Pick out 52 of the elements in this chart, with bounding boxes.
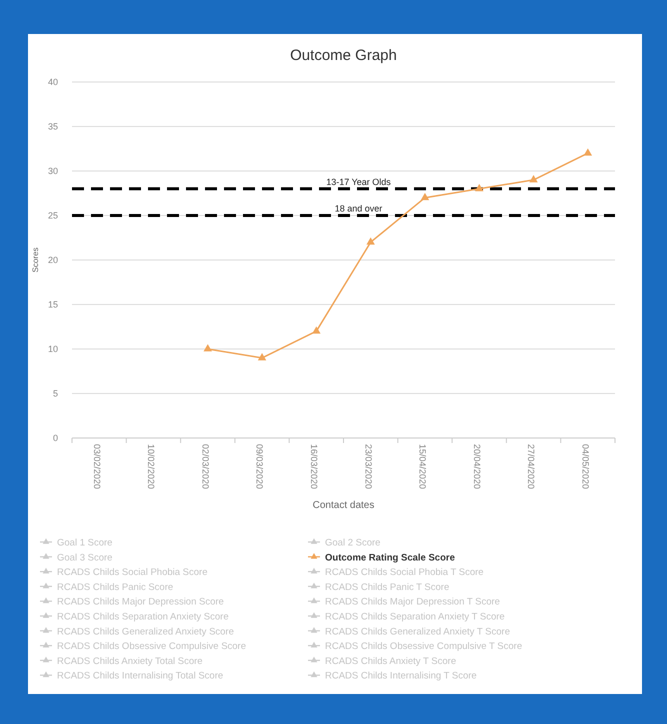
ref-line-label: 13-17 Year Olds — [326, 176, 392, 187]
legend-label: RCADS Childs Panic T Score — [325, 582, 450, 593]
y-tick-label: 5 — [52, 388, 58, 398]
y-tick-label: 25 — [48, 210, 58, 220]
y-tick-label: 40 — [48, 77, 58, 87]
x-tick-label: 23/03/2020 — [363, 444, 374, 490]
legend-label: RCADS Childs Anxiety T Score — [325, 656, 456, 667]
y-tick-label: 10 — [48, 344, 58, 354]
legend-label: Goal 2 Score — [325, 538, 380, 548]
y-tick-label: 35 — [48, 122, 58, 132]
legend-label: RCADS Childs Separation Anxiety Score — [57, 612, 229, 622]
legend-label: RCADS Childs Social Phobia Score — [57, 567, 208, 578]
x-tick-label: 02/03/2020 — [200, 444, 210, 490]
legend-label: RCADS Childs Separation Anxiety T Score — [325, 612, 505, 622]
point — [258, 353, 266, 360]
y-tick-label: 0 — [52, 433, 58, 443]
legend-label: RCADS Childs Major Depression Score — [57, 596, 224, 608]
x-tick-label: 20/04/2020 — [472, 444, 482, 490]
legend-label: RCADS Childs Social Phobia T Score — [325, 567, 484, 578]
point — [204, 344, 212, 352]
x-tick-label: 03/02/2020 — [92, 444, 102, 490]
point — [420, 192, 430, 200]
y-tick-label: 15 — [48, 300, 58, 310]
point — [584, 148, 592, 156]
point — [475, 184, 484, 192]
x-tick-label: 10/02/2020 — [146, 444, 156, 490]
legend-label: Goal 1 Score — [57, 538, 112, 548]
legend-label: RCADS Childs Generalized Anxiety Score — [57, 626, 234, 638]
chart-title: Outcome Graph — [290, 47, 397, 64]
legend-label: RCADS Childs Major Depression T Score — [325, 596, 500, 608]
x-tick-label: 27/04/2020 — [526, 444, 536, 490]
legend-label: RCADS Childs Internalising T Score — [325, 670, 477, 682]
point — [529, 175, 538, 182]
point — [312, 326, 321, 334]
x-tick-label: 16/03/2020 — [308, 444, 319, 490]
x-tick-label: 15/04/2020 — [418, 444, 428, 490]
y-tick-label: 30 — [48, 166, 58, 176]
y-tick-label: 20 — [48, 255, 58, 265]
legend-label: Outcome Rating Scale Score — [325, 552, 455, 564]
x-axis-title: Contact dates — [312, 500, 374, 511]
legend-label: RCADS Childs Obsessive Compulsive Score — [57, 641, 246, 652]
legend-label: RCADS Childs Panic Score — [57, 582, 174, 593]
legend-label: RCADS Childs Internalising Total Score — [57, 670, 224, 682]
x-tick-label: 09/03/2020 — [254, 444, 265, 490]
x-tick-label: 04/05/2020 — [580, 444, 590, 490]
legend-label: RCADS Childs Obsessive Compulsive T Score — [325, 641, 522, 652]
point — [366, 237, 375, 245]
ref-line-label: 18 and over — [334, 204, 382, 214]
legend-label: RCADS Childs Generalized Anxiety T Score — [325, 626, 510, 638]
y-axis-title: Scores — [31, 248, 40, 272]
legend-label: Goal 3 Score — [57, 552, 112, 564]
legend-label: RCADS Childs Anxiety Total Score — [57, 656, 203, 667]
